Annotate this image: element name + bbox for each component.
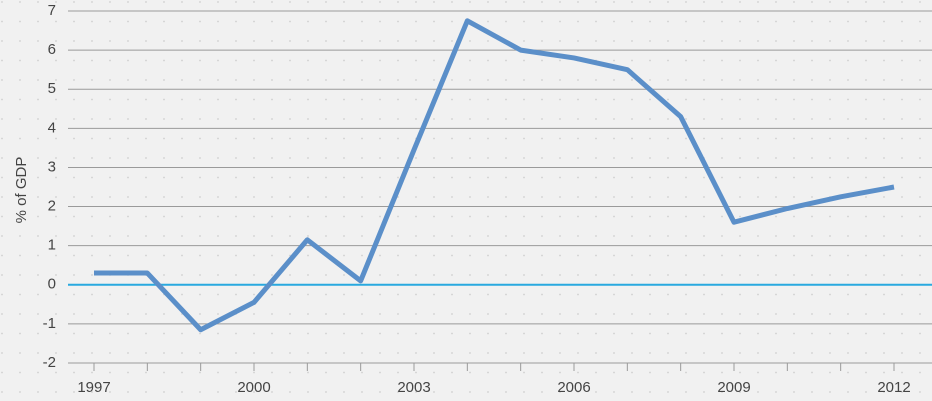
x-tick-label: 1997: [77, 379, 110, 396]
y-tick-label: 6: [48, 41, 56, 58]
y-tick-label: 7: [48, 2, 56, 19]
x-tick-label: 2006: [557, 379, 590, 396]
page: {"chart_data": {"type": "line", "y_label…: [0, 0, 932, 401]
x-tick-label: 2012: [877, 379, 910, 396]
y-tick-label: 2: [48, 198, 56, 215]
y-tick-label: 4: [48, 119, 56, 136]
x-tick-label: 2000: [237, 379, 270, 396]
y-tick-label: 5: [48, 80, 56, 97]
x-tick-label: 2003: [397, 379, 430, 396]
y-tick-label: -2: [43, 354, 56, 371]
background: [0, 0, 932, 401]
y-tick-label: 1: [48, 237, 56, 254]
y-axis-label: % of GDP: [13, 157, 30, 224]
y-tick-label: 3: [48, 158, 56, 175]
y-tick-label: 0: [48, 276, 56, 293]
y-tick-label: -1: [43, 315, 56, 332]
chart: % of GDP -2 -1 0 1 2 3 4 5 6 7 1997 2000 2003 2006 200…: [0, 0, 932, 401]
x-tick-label: 2009: [717, 379, 750, 396]
